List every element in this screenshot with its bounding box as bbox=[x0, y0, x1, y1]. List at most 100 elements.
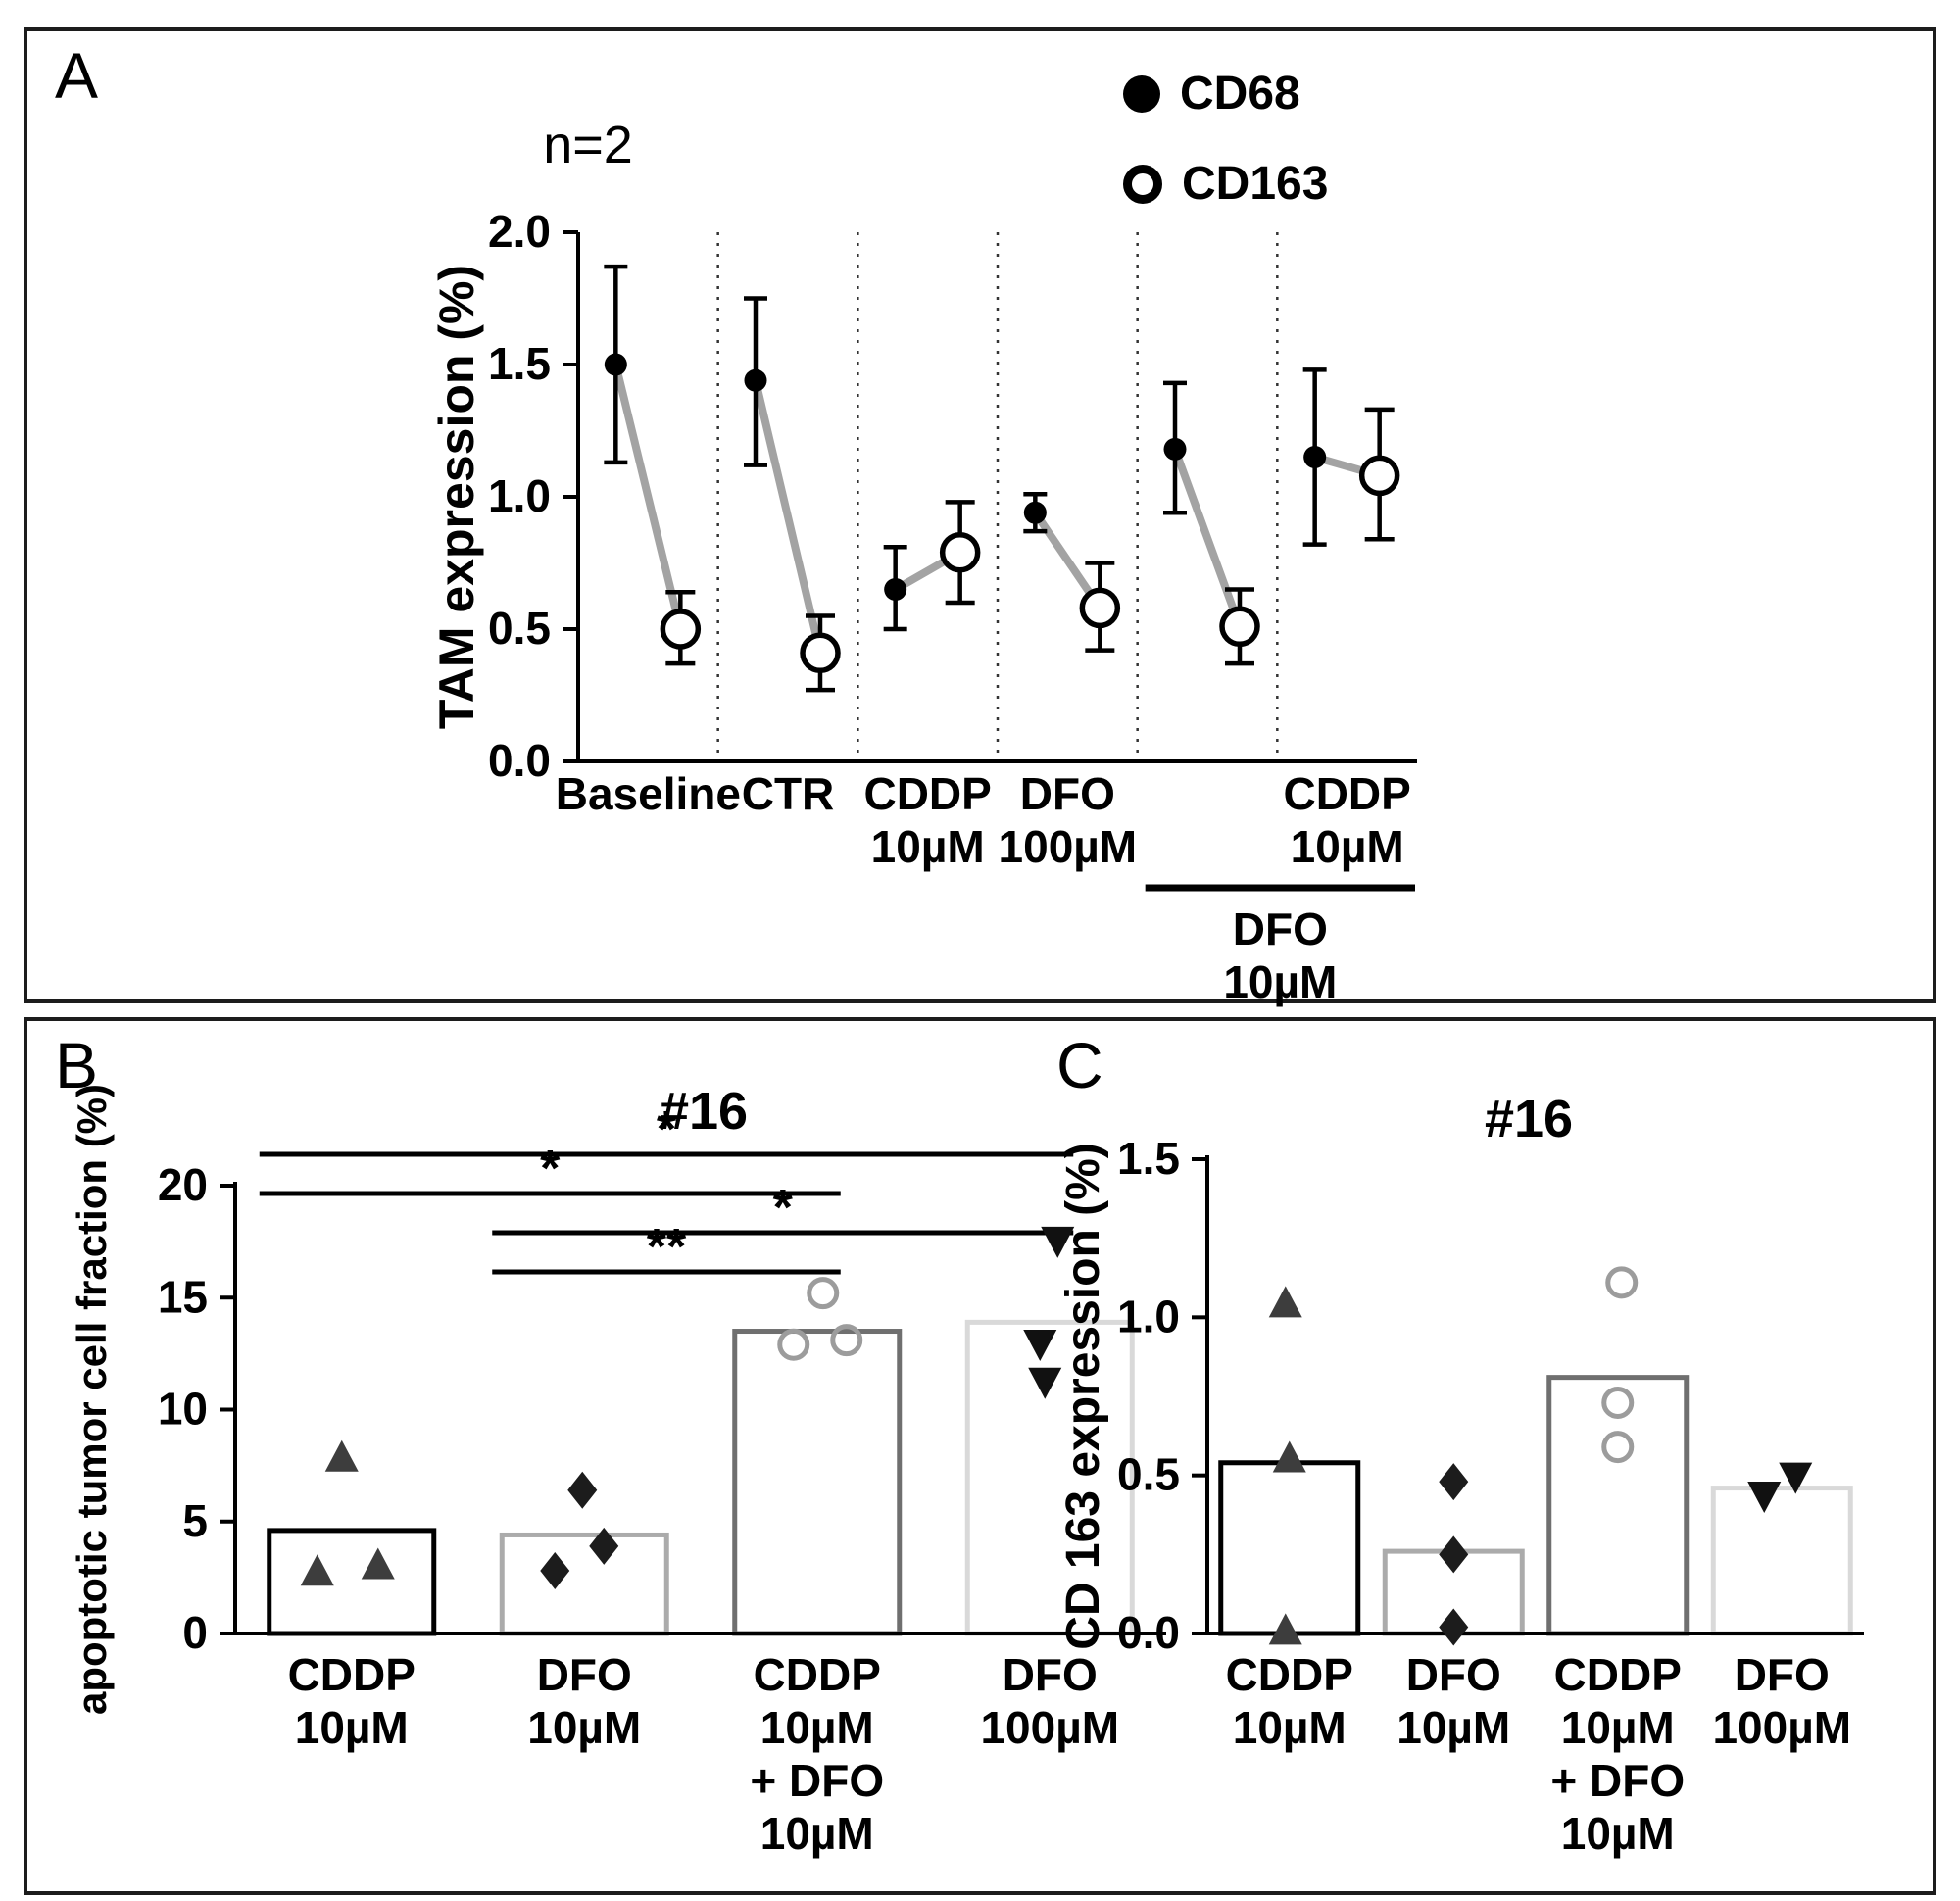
x-category-label: CTR bbox=[742, 768, 835, 819]
data-point bbox=[1023, 1329, 1057, 1361]
y-tick-label: 0.5 bbox=[1117, 1449, 1180, 1500]
cd163-point bbox=[1079, 587, 1121, 629]
data-point bbox=[1439, 1535, 1469, 1574]
bar bbox=[732, 1329, 903, 1636]
x-category-label: 10µM bbox=[1291, 821, 1404, 872]
x-category-label: 10µM bbox=[295, 1702, 409, 1753]
y-tick-label: 0.5 bbox=[488, 603, 551, 654]
y-tick-label: 1.0 bbox=[488, 470, 551, 521]
data-point bbox=[1268, 1286, 1302, 1318]
panel-bc-frame bbox=[24, 1017, 1936, 1895]
panel-c-letter: C bbox=[1056, 1029, 1103, 1101]
x-category-label: Baseline bbox=[556, 768, 741, 819]
y-tick-label: 5 bbox=[182, 1495, 208, 1546]
y-tick-label: 2.0 bbox=[488, 206, 551, 257]
x-category-label: DFO bbox=[1735, 1649, 1830, 1700]
x-category-label: 10µM bbox=[760, 1808, 874, 1859]
data-point bbox=[589, 1527, 619, 1565]
panel-a-y-axis-title: TAM expression (%) bbox=[429, 264, 484, 730]
significance-star: ** bbox=[647, 1219, 687, 1276]
x-category-label: CDDP bbox=[288, 1649, 416, 1700]
significance-star: * bbox=[773, 1180, 794, 1237]
x-category-label: 10µM bbox=[1233, 1702, 1347, 1753]
connector-line bbox=[1171, 448, 1244, 628]
y-tick-label: 1.5 bbox=[1117, 1133, 1180, 1184]
bar bbox=[267, 1528, 437, 1636]
x-category-label: CDDP bbox=[1226, 1649, 1353, 1700]
bracket-label: DFO bbox=[1233, 903, 1328, 954]
panel-a-frame bbox=[24, 27, 1936, 1003]
cd163-point bbox=[660, 609, 702, 650]
y-tick-label: 1.0 bbox=[1117, 1291, 1180, 1341]
data-point bbox=[830, 1324, 863, 1357]
significance-star: * bbox=[657, 1101, 677, 1158]
data-point bbox=[1439, 1463, 1469, 1501]
data-point bbox=[807, 1277, 840, 1310]
y-tick-label: 15 bbox=[158, 1271, 208, 1322]
y-tick-label: 0.0 bbox=[488, 735, 551, 786]
legend-label-cd163: CD163 bbox=[1182, 158, 1329, 210]
y-tick-label: 10 bbox=[158, 1384, 208, 1435]
connector-line bbox=[612, 364, 685, 630]
cd68-point bbox=[1303, 446, 1327, 468]
cd68-point bbox=[884, 578, 907, 601]
data-point bbox=[1272, 1440, 1306, 1473]
legend-row-cd68: CD68 bbox=[1123, 71, 1328, 118]
data-point bbox=[1439, 1608, 1469, 1646]
x-category-label: 10µM bbox=[1396, 1702, 1510, 1753]
filled-circle-icon bbox=[1123, 75, 1160, 113]
panel-b-y-axis-title: apoptotic tumor cell fraction (%) bbox=[69, 1083, 115, 1716]
x-category-label: 100µM bbox=[980, 1702, 1119, 1753]
bar bbox=[1546, 1375, 1690, 1636]
cd163-point bbox=[1358, 455, 1400, 497]
panel-c-y-axis-title: CD 163 expression (%) bbox=[1057, 1143, 1109, 1650]
open-circle-icon bbox=[1123, 165, 1162, 204]
data-point bbox=[1268, 1613, 1302, 1645]
x-category-label: DFO bbox=[1003, 1649, 1098, 1700]
legend-row-cd163: CD163 bbox=[1123, 161, 1328, 208]
bracket-label: 10µM bbox=[1223, 956, 1337, 1007]
data-point bbox=[1601, 1431, 1635, 1464]
cd68-point bbox=[1023, 501, 1047, 524]
y-tick-label: 0.0 bbox=[1117, 1607, 1180, 1658]
data-point bbox=[1747, 1482, 1782, 1514]
bar bbox=[1218, 1460, 1361, 1636]
x-category-label: 10µM bbox=[871, 821, 985, 872]
x-category-label: CDDP bbox=[754, 1649, 881, 1700]
x-category-label: CDDP bbox=[863, 768, 991, 819]
x-category-label: CDDP bbox=[1554, 1649, 1682, 1700]
cd163-point bbox=[800, 632, 841, 674]
data-point bbox=[540, 1552, 570, 1590]
x-category-label: DFO bbox=[1406, 1649, 1501, 1700]
bar bbox=[499, 1532, 669, 1636]
panel-c-title: #16 bbox=[1484, 1090, 1574, 1148]
x-category-label: 10µM bbox=[760, 1702, 874, 1753]
legend: CD68 CD163 bbox=[1123, 71, 1328, 208]
cd68-point bbox=[604, 353, 627, 376]
y-tick-label: 1.5 bbox=[488, 338, 551, 389]
panel-b-letter: B bbox=[55, 1029, 99, 1101]
x-category-label: DFO bbox=[1020, 768, 1115, 819]
x-category-label: 100µM bbox=[1712, 1702, 1851, 1753]
connector-line bbox=[752, 379, 824, 655]
panel-a-letter: A bbox=[55, 39, 99, 112]
x-category-label: 100µM bbox=[999, 821, 1138, 872]
panel-b-title: #16 bbox=[659, 1082, 749, 1141]
x-category-label: DFO bbox=[537, 1649, 632, 1700]
data-point bbox=[1028, 1367, 1062, 1399]
cd68-point bbox=[1163, 437, 1187, 461]
data-point bbox=[1041, 1226, 1075, 1258]
x-category-label: 10µM bbox=[527, 1702, 641, 1753]
significance-star: * bbox=[540, 1141, 561, 1197]
x-category-label: + DFO bbox=[750, 1755, 884, 1806]
data-point bbox=[1779, 1462, 1813, 1494]
y-tick-label: 0 bbox=[182, 1607, 208, 1658]
x-category-label: CDDP bbox=[1283, 768, 1410, 819]
panel-a-sample-size: n=2 bbox=[543, 116, 633, 174]
data-point bbox=[324, 1439, 359, 1472]
data-point bbox=[777, 1328, 810, 1361]
x-category-label: 10µM bbox=[1561, 1702, 1675, 1753]
y-tick-label: 20 bbox=[158, 1159, 208, 1210]
